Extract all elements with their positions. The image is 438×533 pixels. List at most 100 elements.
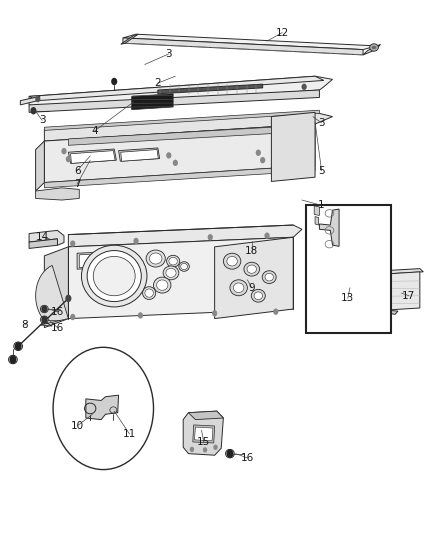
Circle shape [61, 148, 67, 155]
Polygon shape [35, 265, 68, 326]
Polygon shape [272, 112, 315, 181]
Polygon shape [123, 38, 363, 55]
Text: 6: 6 [74, 166, 81, 176]
Polygon shape [44, 247, 68, 328]
Ellipse shape [153, 277, 171, 293]
Ellipse shape [93, 256, 135, 296]
Text: 11: 11 [123, 429, 136, 439]
Polygon shape [119, 148, 159, 161]
Text: 13: 13 [341, 293, 354, 303]
Circle shape [190, 447, 194, 452]
Circle shape [111, 407, 116, 413]
Ellipse shape [149, 253, 162, 264]
Polygon shape [315, 216, 318, 225]
Polygon shape [314, 206, 319, 215]
Circle shape [53, 348, 153, 470]
Text: 10: 10 [71, 421, 84, 431]
Polygon shape [68, 237, 293, 319]
Ellipse shape [244, 262, 260, 276]
Polygon shape [29, 230, 64, 245]
Circle shape [134, 238, 139, 244]
Ellipse shape [156, 280, 168, 290]
Circle shape [70, 240, 75, 247]
Ellipse shape [87, 251, 141, 302]
Circle shape [213, 445, 218, 450]
Bar [306, 205, 392, 333]
Text: 2: 2 [155, 78, 161, 88]
Polygon shape [44, 110, 319, 131]
Circle shape [111, 78, 117, 85]
Polygon shape [188, 411, 223, 419]
Polygon shape [386, 272, 420, 310]
Polygon shape [68, 127, 272, 146]
Circle shape [173, 160, 178, 166]
Circle shape [41, 305, 47, 313]
Text: 16: 16 [51, 322, 64, 333]
Ellipse shape [247, 265, 257, 273]
Circle shape [326, 240, 332, 248]
Text: 3: 3 [166, 49, 172, 59]
Polygon shape [35, 188, 79, 200]
Ellipse shape [372, 46, 376, 49]
Ellipse shape [251, 289, 265, 302]
Ellipse shape [146, 250, 165, 267]
Ellipse shape [230, 280, 247, 296]
Polygon shape [79, 253, 110, 268]
Ellipse shape [233, 283, 244, 293]
Ellipse shape [262, 271, 276, 284]
Circle shape [256, 150, 261, 156]
Polygon shape [20, 96, 40, 105]
Ellipse shape [166, 255, 180, 267]
Text: 14: 14 [35, 232, 49, 243]
Ellipse shape [254, 292, 262, 300]
Circle shape [70, 314, 75, 320]
Polygon shape [193, 425, 215, 443]
Text: 5: 5 [318, 166, 325, 176]
Circle shape [301, 84, 307, 90]
Circle shape [86, 403, 95, 414]
Polygon shape [29, 90, 319, 112]
Ellipse shape [180, 263, 187, 270]
Ellipse shape [143, 287, 155, 300]
Ellipse shape [145, 289, 153, 297]
Polygon shape [215, 237, 293, 319]
Text: 18: 18 [245, 246, 258, 255]
Text: 1: 1 [318, 200, 325, 211]
Ellipse shape [169, 257, 177, 265]
Text: 8: 8 [21, 320, 28, 330]
Circle shape [203, 447, 207, 453]
Polygon shape [383, 269, 424, 274]
Ellipse shape [227, 256, 237, 266]
Text: 17: 17 [402, 290, 416, 301]
Polygon shape [44, 165, 315, 188]
Circle shape [326, 209, 332, 217]
Polygon shape [29, 76, 332, 108]
Circle shape [30, 107, 36, 115]
Polygon shape [121, 150, 158, 161]
Ellipse shape [223, 253, 241, 269]
Circle shape [265, 232, 270, 239]
Polygon shape [383, 274, 386, 312]
Text: 3: 3 [39, 115, 46, 125]
Polygon shape [77, 252, 112, 269]
Polygon shape [383, 310, 398, 314]
Polygon shape [35, 141, 44, 191]
Circle shape [166, 152, 171, 159]
Ellipse shape [370, 44, 378, 51]
Circle shape [14, 342, 21, 351]
Text: 15: 15 [197, 437, 210, 447]
Polygon shape [44, 112, 332, 141]
Polygon shape [68, 225, 302, 247]
Ellipse shape [166, 269, 176, 277]
Circle shape [138, 312, 143, 319]
Circle shape [208, 234, 213, 240]
Polygon shape [29, 239, 57, 248]
Circle shape [65, 295, 71, 302]
Circle shape [212, 310, 217, 317]
Polygon shape [71, 151, 115, 164]
Text: 9: 9 [248, 283, 255, 293]
Ellipse shape [265, 273, 273, 281]
Ellipse shape [179, 262, 189, 271]
Polygon shape [44, 124, 315, 182]
Polygon shape [194, 427, 213, 441]
